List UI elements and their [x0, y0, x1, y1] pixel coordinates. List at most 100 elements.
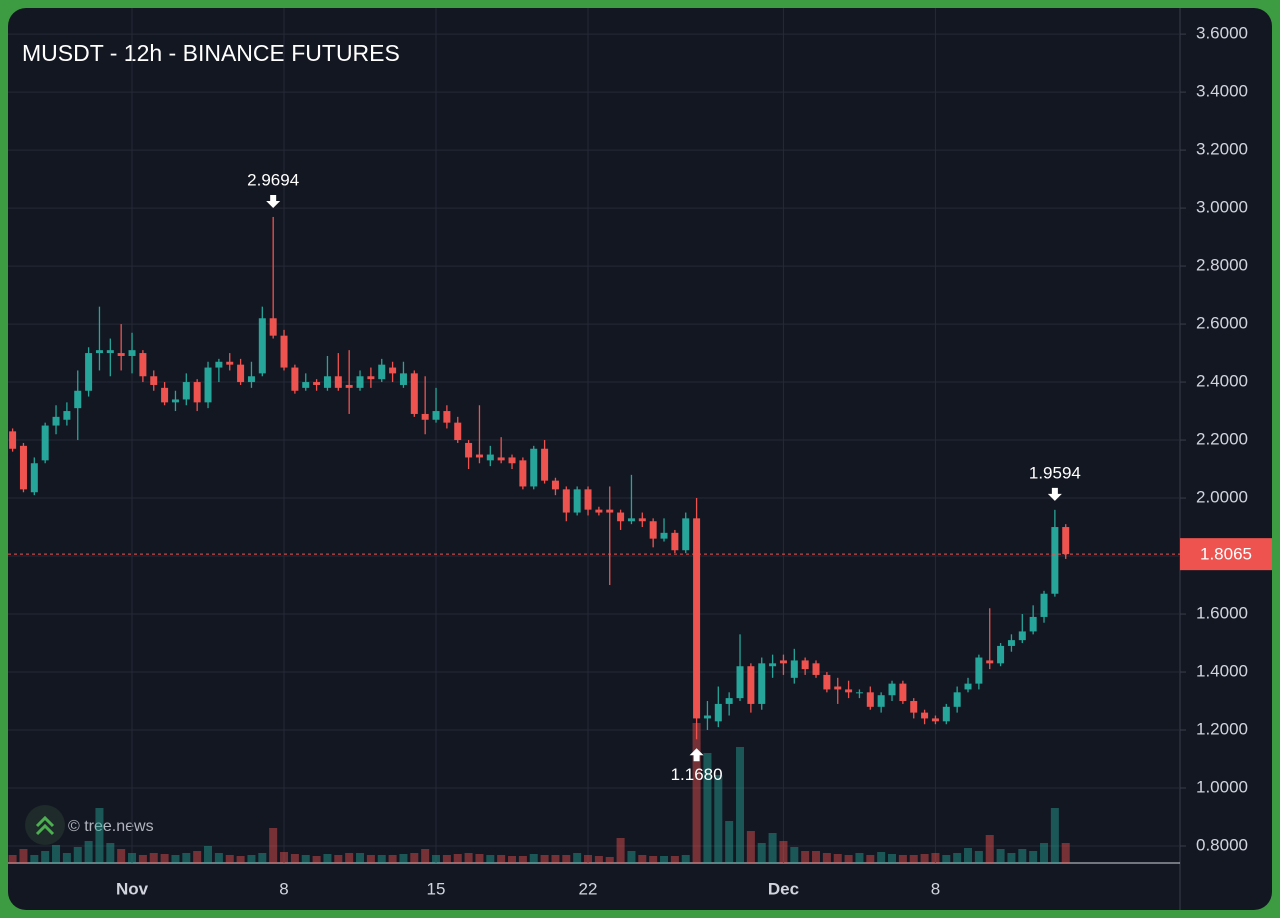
volume-bar	[345, 853, 354, 863]
candle-body	[921, 712, 929, 719]
volume-bar	[377, 855, 386, 863]
volume-bar	[703, 753, 712, 863]
candle-body	[30, 463, 38, 493]
candle-body	[150, 376, 158, 385]
volume-bar	[877, 852, 886, 863]
volume-bar	[258, 853, 267, 863]
volume-layer	[8, 723, 1070, 863]
candle-body	[345, 384, 353, 388]
candle-body	[356, 376, 364, 388]
volume-bar	[649, 856, 658, 863]
volume-bar	[573, 853, 582, 863]
volume-bar	[356, 853, 365, 863]
candle-body	[758, 663, 766, 704]
volume-bar	[73, 847, 82, 863]
volume-bar	[290, 854, 299, 863]
volume-bar	[30, 855, 39, 863]
candle-body	[986, 660, 994, 664]
volume-bar	[225, 855, 234, 863]
candle-body	[19, 445, 27, 490]
volume-bar	[149, 853, 158, 863]
volume-bar	[866, 855, 875, 863]
high-marker-label: 2.9694	[247, 170, 299, 189]
candle-body	[465, 442, 473, 458]
volume-bar	[399, 854, 408, 863]
volume-bar	[171, 855, 180, 863]
volume-bar	[920, 854, 929, 863]
candle-body	[790, 660, 798, 678]
candle-body	[410, 373, 418, 414]
volume-bar	[942, 855, 951, 863]
candle-body	[302, 382, 310, 388]
volume-bar	[280, 852, 289, 863]
candle-body	[888, 683, 896, 696]
candle-body	[497, 457, 505, 461]
volume-bar	[855, 853, 864, 863]
candle-body	[573, 489, 581, 513]
candle-body	[432, 411, 440, 420]
volume-bar	[182, 853, 191, 863]
x-tick-label: 8	[279, 879, 288, 898]
volume-bar	[475, 854, 484, 863]
volume-bar	[388, 855, 397, 863]
candle-body	[519, 460, 527, 487]
candle-body	[204, 367, 212, 403]
candle-body	[551, 480, 559, 490]
candle-body	[269, 318, 277, 336]
candle-body	[486, 454, 494, 461]
last-price-box	[1180, 538, 1272, 571]
volume-bar	[801, 851, 810, 863]
volume-bar	[236, 856, 245, 863]
candle-body	[845, 689, 853, 693]
volume-bar	[888, 854, 897, 863]
candle-body	[95, 350, 103, 354]
volume-bar	[692, 723, 701, 863]
candle-body	[421, 413, 429, 420]
high-marker-label: 1.9594	[1029, 463, 1081, 482]
volume-bar	[138, 855, 147, 863]
candle-body	[779, 660, 787, 664]
volume-bar	[605, 857, 614, 863]
candle-body	[85, 353, 93, 391]
volume-bar	[52, 845, 61, 863]
candle-body	[161, 387, 169, 403]
volume-bar	[1050, 808, 1059, 863]
candle-body	[475, 454, 483, 458]
candle-body	[399, 373, 407, 385]
x-tick-label: Nov	[116, 879, 149, 898]
volume-bar	[996, 849, 1005, 863]
volume-bar	[8, 855, 17, 863]
volume-bar	[931, 853, 940, 863]
candle-body	[226, 361, 234, 365]
candle-body	[975, 657, 983, 684]
candle-body	[193, 382, 201, 403]
candle-body	[323, 376, 331, 388]
volume-bar	[681, 855, 690, 863]
volume-bar	[214, 853, 223, 863]
candle-body	[247, 376, 255, 383]
candle-body	[769, 663, 777, 667]
y-tick-label: 2.0000	[1196, 488, 1248, 507]
volume-bar	[269, 828, 278, 863]
y-tick-label: 2.2000	[1196, 430, 1248, 449]
candle-body	[931, 718, 939, 722]
volume-bar	[627, 851, 636, 863]
candle-body	[1018, 631, 1026, 641]
y-tick-label: 3.2000	[1196, 140, 1248, 159]
candle-body	[313, 382, 321, 385]
y-tick-label: 3.6000	[1196, 24, 1248, 43]
volume-bar	[670, 856, 679, 863]
volume-bar	[128, 853, 137, 863]
volume-bar	[974, 851, 983, 863]
y-tick-label: 2.4000	[1196, 372, 1248, 391]
volume-bar	[19, 849, 28, 863]
y-tick-label: 1.4000	[1196, 662, 1248, 681]
high-marker-arrow	[1047, 487, 1062, 501]
x-tick-label: 22	[579, 879, 598, 898]
candle-body	[280, 335, 288, 368]
candle-body	[693, 518, 701, 719]
volume-bar	[1018, 849, 1027, 863]
candle-body	[128, 350, 136, 356]
volume-bar	[497, 855, 506, 863]
candle-body	[215, 361, 223, 368]
